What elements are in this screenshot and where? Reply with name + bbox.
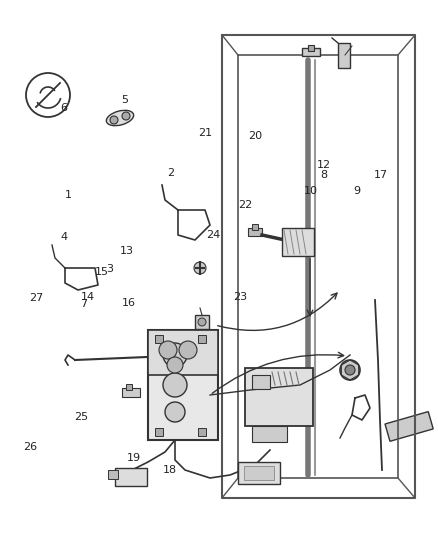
Circle shape xyxy=(122,112,130,120)
Text: 18: 18 xyxy=(163,465,177,475)
Text: 12: 12 xyxy=(317,160,331,170)
Text: 23: 23 xyxy=(233,293,247,302)
Text: 19: 19 xyxy=(127,454,141,463)
Bar xyxy=(238,462,280,484)
Bar xyxy=(252,224,258,230)
Text: 3: 3 xyxy=(106,264,113,274)
Circle shape xyxy=(194,262,206,274)
Text: 1: 1 xyxy=(64,190,71,199)
Text: 24: 24 xyxy=(207,230,221,239)
Bar xyxy=(198,335,206,343)
Text: 17: 17 xyxy=(374,170,388,180)
Text: 2: 2 xyxy=(167,168,174,178)
Text: 25: 25 xyxy=(74,412,88,422)
Circle shape xyxy=(165,402,185,422)
Bar xyxy=(385,411,433,441)
Bar xyxy=(126,384,132,390)
Bar xyxy=(122,388,140,397)
Ellipse shape xyxy=(106,110,134,126)
Circle shape xyxy=(163,373,187,397)
Circle shape xyxy=(163,343,187,367)
Text: 4: 4 xyxy=(60,232,67,242)
Circle shape xyxy=(167,357,183,373)
Text: 9: 9 xyxy=(353,186,360,196)
Text: 20: 20 xyxy=(248,131,262,141)
Text: 5: 5 xyxy=(121,95,128,105)
Bar xyxy=(245,368,313,426)
Text: 21: 21 xyxy=(198,128,212,138)
Bar xyxy=(252,375,270,389)
Text: 7: 7 xyxy=(80,299,87,309)
Circle shape xyxy=(179,341,197,359)
Bar xyxy=(108,470,118,479)
Text: 14: 14 xyxy=(81,293,95,302)
Bar xyxy=(148,330,218,375)
Bar xyxy=(282,228,314,256)
Circle shape xyxy=(159,341,177,359)
Text: 27: 27 xyxy=(29,294,43,303)
Text: 8: 8 xyxy=(321,170,328,180)
Bar xyxy=(188,349,204,361)
Text: 16: 16 xyxy=(122,298,136,308)
Circle shape xyxy=(110,116,118,124)
Text: 26: 26 xyxy=(23,442,37,451)
Bar xyxy=(248,228,262,236)
Text: 6: 6 xyxy=(60,103,67,112)
Bar xyxy=(302,48,320,56)
Circle shape xyxy=(345,365,355,375)
Text: 15: 15 xyxy=(95,267,109,277)
Bar xyxy=(155,335,163,343)
Bar xyxy=(252,426,287,442)
Bar xyxy=(148,330,218,440)
Bar xyxy=(198,428,206,436)
Circle shape xyxy=(198,318,206,326)
Bar xyxy=(338,43,350,68)
Text: 10: 10 xyxy=(304,186,318,196)
Bar xyxy=(308,45,314,51)
Circle shape xyxy=(340,360,360,380)
Bar xyxy=(115,468,147,486)
Text: 13: 13 xyxy=(120,246,134,255)
Bar xyxy=(195,315,209,329)
Text: 22: 22 xyxy=(238,200,252,210)
Bar xyxy=(244,466,274,480)
Bar xyxy=(155,428,163,436)
